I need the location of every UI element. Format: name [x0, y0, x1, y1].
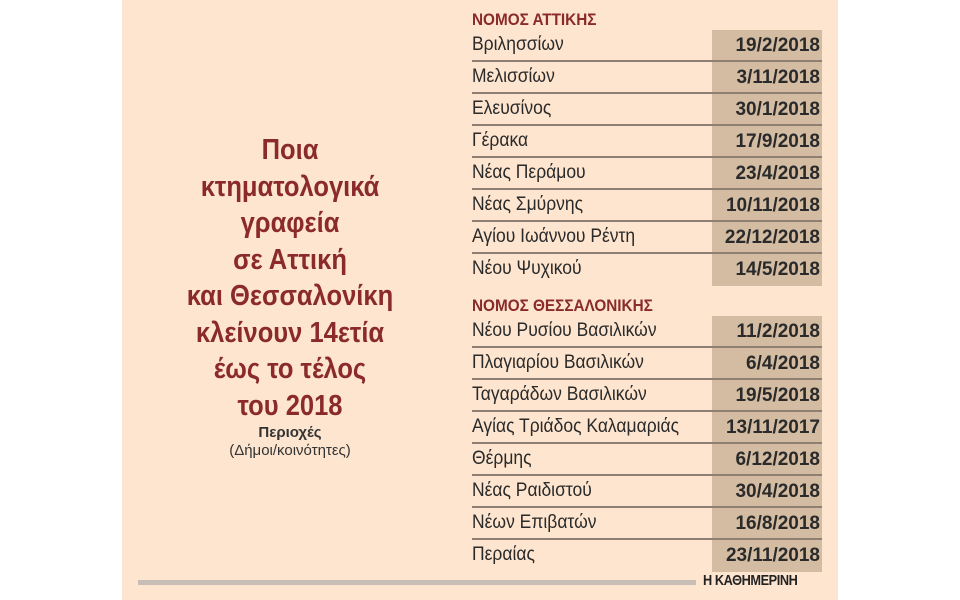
table-row: Γέρακα 17/9/2018 — [472, 126, 822, 158]
closing-date: 23/11/2018 — [712, 540, 822, 572]
closing-date: 17/9/2018 — [712, 126, 822, 156]
closing-date: 3/11/2018 — [712, 62, 822, 92]
closing-date: 22/12/2018 — [712, 222, 822, 252]
area-name: Ταγαράδων Βασιλικών — [472, 384, 647, 405]
closing-date: 6/4/2018 — [712, 348, 822, 378]
headline-line: σε Αττική — [233, 243, 347, 276]
subtitle: Περιοχές (Δήμοι/κοινότητες) — [130, 424, 450, 460]
area-name: Βριλησσίων — [472, 34, 564, 55]
closing-date: 30/1/2018 — [712, 94, 822, 124]
area-name: Νέων Επιβατών — [472, 512, 597, 533]
headline-line: έως το τέλος — [213, 353, 367, 385]
table-row: Αγίας Τριάδος Καλαμαριάς 13/11/2017 — [472, 412, 822, 444]
area-name: Νέας Ραιδιστού — [472, 480, 592, 501]
area-name: Θέρμης — [472, 448, 532, 469]
area-name: Γέρακα — [472, 130, 529, 151]
table-row: Περαίας 23/11/2018 — [472, 540, 822, 572]
area-name: Νέας Περάμου — [472, 162, 586, 183]
headline-line: κτηματολογικά — [200, 170, 380, 203]
closing-date: 23/4/2018 — [712, 158, 822, 188]
closing-date: 14/5/2018 — [712, 254, 822, 286]
area-name: Νέου Ρυσίου Βασιλικών — [472, 320, 657, 341]
area-name: Περαίας — [472, 544, 535, 565]
table-row: Νέου Ρυσίου Βασιλικών 11/2/2018 — [472, 316, 822, 348]
subtitle-bold: Περιοχές — [258, 424, 322, 441]
headline-line: και Θεσσαλονίκη — [186, 280, 394, 312]
headline-line: γραφεία — [240, 207, 340, 239]
table-row: Νέας Ραιδιστού 30/4/2018 — [472, 476, 822, 508]
area-name: Αγίας Τριάδος Καλαμαριάς — [472, 416, 680, 437]
footer-bar — [138, 580, 696, 585]
closing-date: 6/12/2018 — [712, 444, 822, 474]
area-name: Ελευσίνος — [472, 98, 552, 119]
table-row: Νέας Περάμου 23/4/2018 — [472, 158, 822, 190]
table-row: Βριλησσίων 19/2/2018 — [472, 30, 822, 62]
table-row: Μελισσίων 3/11/2018 — [472, 62, 822, 94]
section-thessaloniki: ΝΟΜΟΣ ΘΕΣΣΑΛΟΝΙΚΗΣ Νέου Ρυσίου Βασιλικών 1… — [472, 296, 822, 572]
area-name: Αγίου Ιωάννου Ρέντη — [472, 226, 636, 247]
area-name: Πλαγιαρίου Βασιλικών — [472, 352, 644, 373]
area-name: Μελισσίων — [472, 66, 555, 87]
table-row: Ελευσίνος 30/1/2018 — [472, 94, 822, 126]
subtitle-normal: (Δήμοι/κοινότητες) — [229, 442, 351, 459]
section-attica: ΝΟΜΟΣ ΑΤΤΙΚΗΣ Βριλησσίων 19/2/2018 Μελισσίω… — [472, 10, 822, 286]
area-name: Νέας Σμύρνης — [472, 194, 584, 215]
logo: Η ΚΑΘΗΜΕΡΙΝΗ — [703, 572, 798, 589]
closing-date: 16/8/2018 — [712, 508, 822, 538]
section-title: ΝΟΜΟΣ ΘΕΣΣΑΛΟΝΙΚΗΣ — [472, 296, 653, 315]
table-row: Ταγαράδων Βασιλικών 19/5/2018 — [472, 380, 822, 412]
table-row: Νέων Επιβατών 16/8/2018 — [472, 508, 822, 540]
headline-line: κλείνουν 14ετία — [195, 316, 385, 349]
area-name: Νέου Ψυχικού — [472, 258, 582, 279]
closing-date: 30/4/2018 — [712, 476, 822, 506]
headline: Ποια κτηματολογικά γραφεία σε Αττική και Θεσ… — [130, 132, 450, 424]
table-row: Νέου Ψυχικού 14/5/2018 — [472, 254, 822, 286]
headline-line: του 2018 — [237, 389, 343, 422]
table-row: Θέρμης 6/12/2018 — [472, 444, 822, 476]
closing-date: 13/11/2017 — [712, 412, 822, 442]
closing-date: 11/2/2018 — [712, 316, 822, 346]
closing-date: 19/2/2018 — [712, 30, 822, 60]
table-row: Πλαγιαρίου Βασιλικών 6/4/2018 — [472, 348, 822, 380]
section-title: ΝΟΜΟΣ ΑΤΤΙΚΗΣ — [472, 10, 597, 29]
headline-line: Ποια — [261, 134, 319, 166]
table-row: Νέας Σμύρνης 10/11/2018 — [472, 190, 822, 222]
closing-date: 10/11/2018 — [712, 190, 822, 220]
table-row: Αγίου Ιωάννου Ρέντη 22/12/2018 — [472, 222, 822, 254]
closing-date: 19/5/2018 — [712, 380, 822, 410]
